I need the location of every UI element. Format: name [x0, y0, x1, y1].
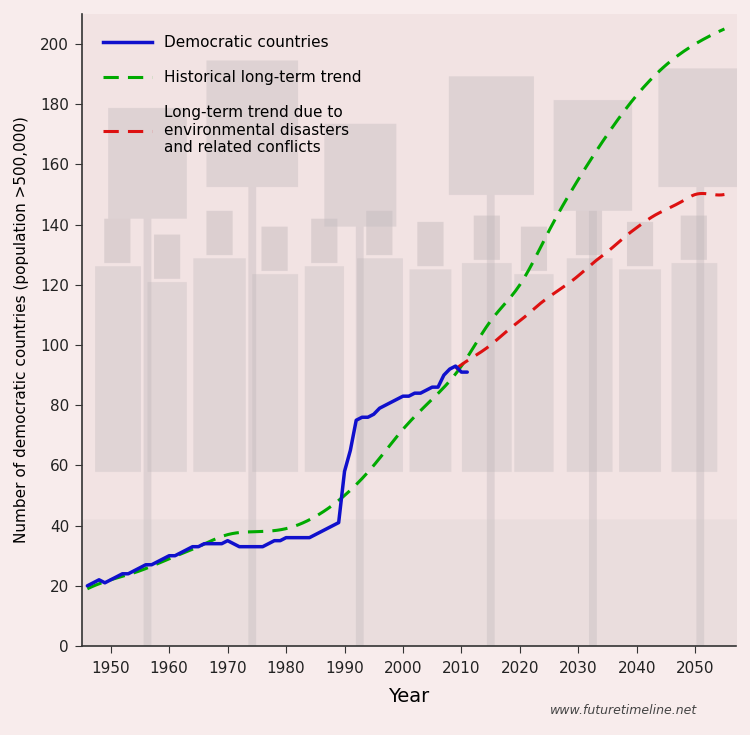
Y-axis label: Number of democratic countries (population >500,000): Number of democratic countries (populati…: [14, 117, 29, 543]
Legend: Democratic countries, Historical long-term trend, Long-term trend due to
environ: Democratic countries, Historical long-te…: [96, 28, 370, 162]
X-axis label: Year: Year: [388, 687, 430, 706]
Text: www.futuretimeline.net: www.futuretimeline.net: [550, 703, 698, 717]
